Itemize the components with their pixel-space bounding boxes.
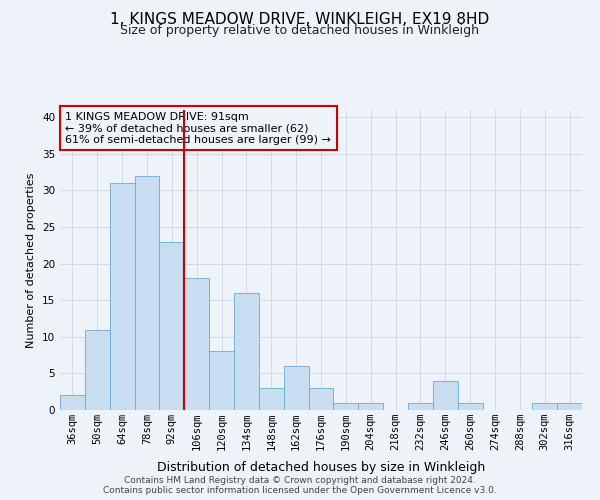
Bar (334, 402, 358, 410)
Bar (358, 402, 383, 410)
Text: 1 KINGS MEADOW DRIVE: 91sqm
← 39% of detached houses are smaller (62)
61% of sem: 1 KINGS MEADOW DRIVE: 91sqm ← 39% of det… (65, 112, 331, 144)
Text: Contains HM Land Registry data © Crown copyright and database right 2024.: Contains HM Land Registry data © Crown c… (124, 476, 476, 485)
Text: Size of property relative to detached houses in Winkleigh: Size of property relative to detached ho… (121, 24, 479, 37)
Bar (160, 242, 184, 410)
Bar (408, 402, 433, 410)
Bar (209, 352, 234, 410)
Bar (532, 402, 557, 410)
Bar (85, 330, 110, 410)
Bar (557, 402, 582, 410)
Bar (259, 388, 284, 410)
Bar (184, 278, 209, 410)
Text: 1, KINGS MEADOW DRIVE, WINKLEIGH, EX19 8HD: 1, KINGS MEADOW DRIVE, WINKLEIGH, EX19 8… (110, 12, 490, 28)
Text: Contains public sector information licensed under the Open Government Licence v3: Contains public sector information licen… (103, 486, 497, 495)
Bar (134, 176, 160, 410)
Bar (110, 183, 134, 410)
Bar (433, 380, 458, 410)
Bar (234, 293, 259, 410)
Bar (284, 366, 308, 410)
Bar (308, 388, 334, 410)
X-axis label: Distribution of detached houses by size in Winkleigh: Distribution of detached houses by size … (157, 462, 485, 474)
Bar (60, 396, 85, 410)
Bar (458, 402, 482, 410)
Y-axis label: Number of detached properties: Number of detached properties (26, 172, 37, 348)
